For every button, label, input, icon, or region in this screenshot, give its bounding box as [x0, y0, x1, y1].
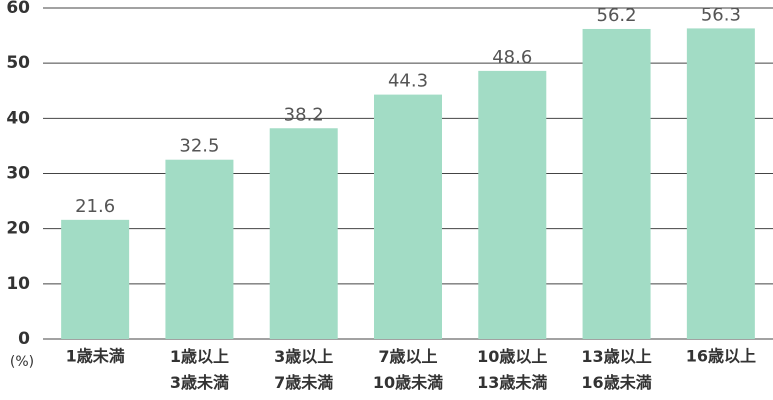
bar	[269, 128, 338, 339]
x-tick-label: 10歳以上 13歳未満	[477, 347, 547, 392]
y-tick-label: 50	[6, 53, 30, 73]
value-label: 48.6	[492, 47, 532, 68]
x-tick-label: 16歳以上	[686, 347, 756, 366]
y-tick-label: 60	[6, 0, 30, 18]
value-label: 44.3	[388, 71, 428, 92]
y-tick-label: 40	[6, 108, 30, 128]
bar	[478, 70, 547, 339]
x-tick-label: 3歳以上 7歳未満	[274, 347, 333, 392]
y-tick-label: 10	[6, 274, 30, 294]
x-tick-label: 7歳以上 10歳未満	[373, 347, 443, 392]
value-label: 32.5	[179, 136, 219, 157]
value-label: 21.6	[75, 196, 115, 217]
bar	[374, 94, 442, 339]
bar	[582, 28, 651, 340]
bar	[686, 28, 755, 339]
y-tick-label: 20	[6, 219, 30, 239]
y-tick-label: 0	[18, 329, 30, 349]
y-tick-label: 30	[6, 164, 30, 184]
value-label: 38.2	[284, 104, 324, 125]
x-tick-label: 1歳未満	[66, 347, 125, 366]
x-tick-label: 13歳以上 16歳未満	[581, 347, 651, 392]
x-tick-label: 1歳以上 3歳未満	[170, 347, 229, 392]
bar	[165, 159, 234, 339]
value-label: 56.2	[597, 5, 637, 26]
value-label: 56.3	[701, 4, 741, 25]
y-axis-label: (%)	[10, 354, 34, 370]
bar	[61, 219, 130, 339]
